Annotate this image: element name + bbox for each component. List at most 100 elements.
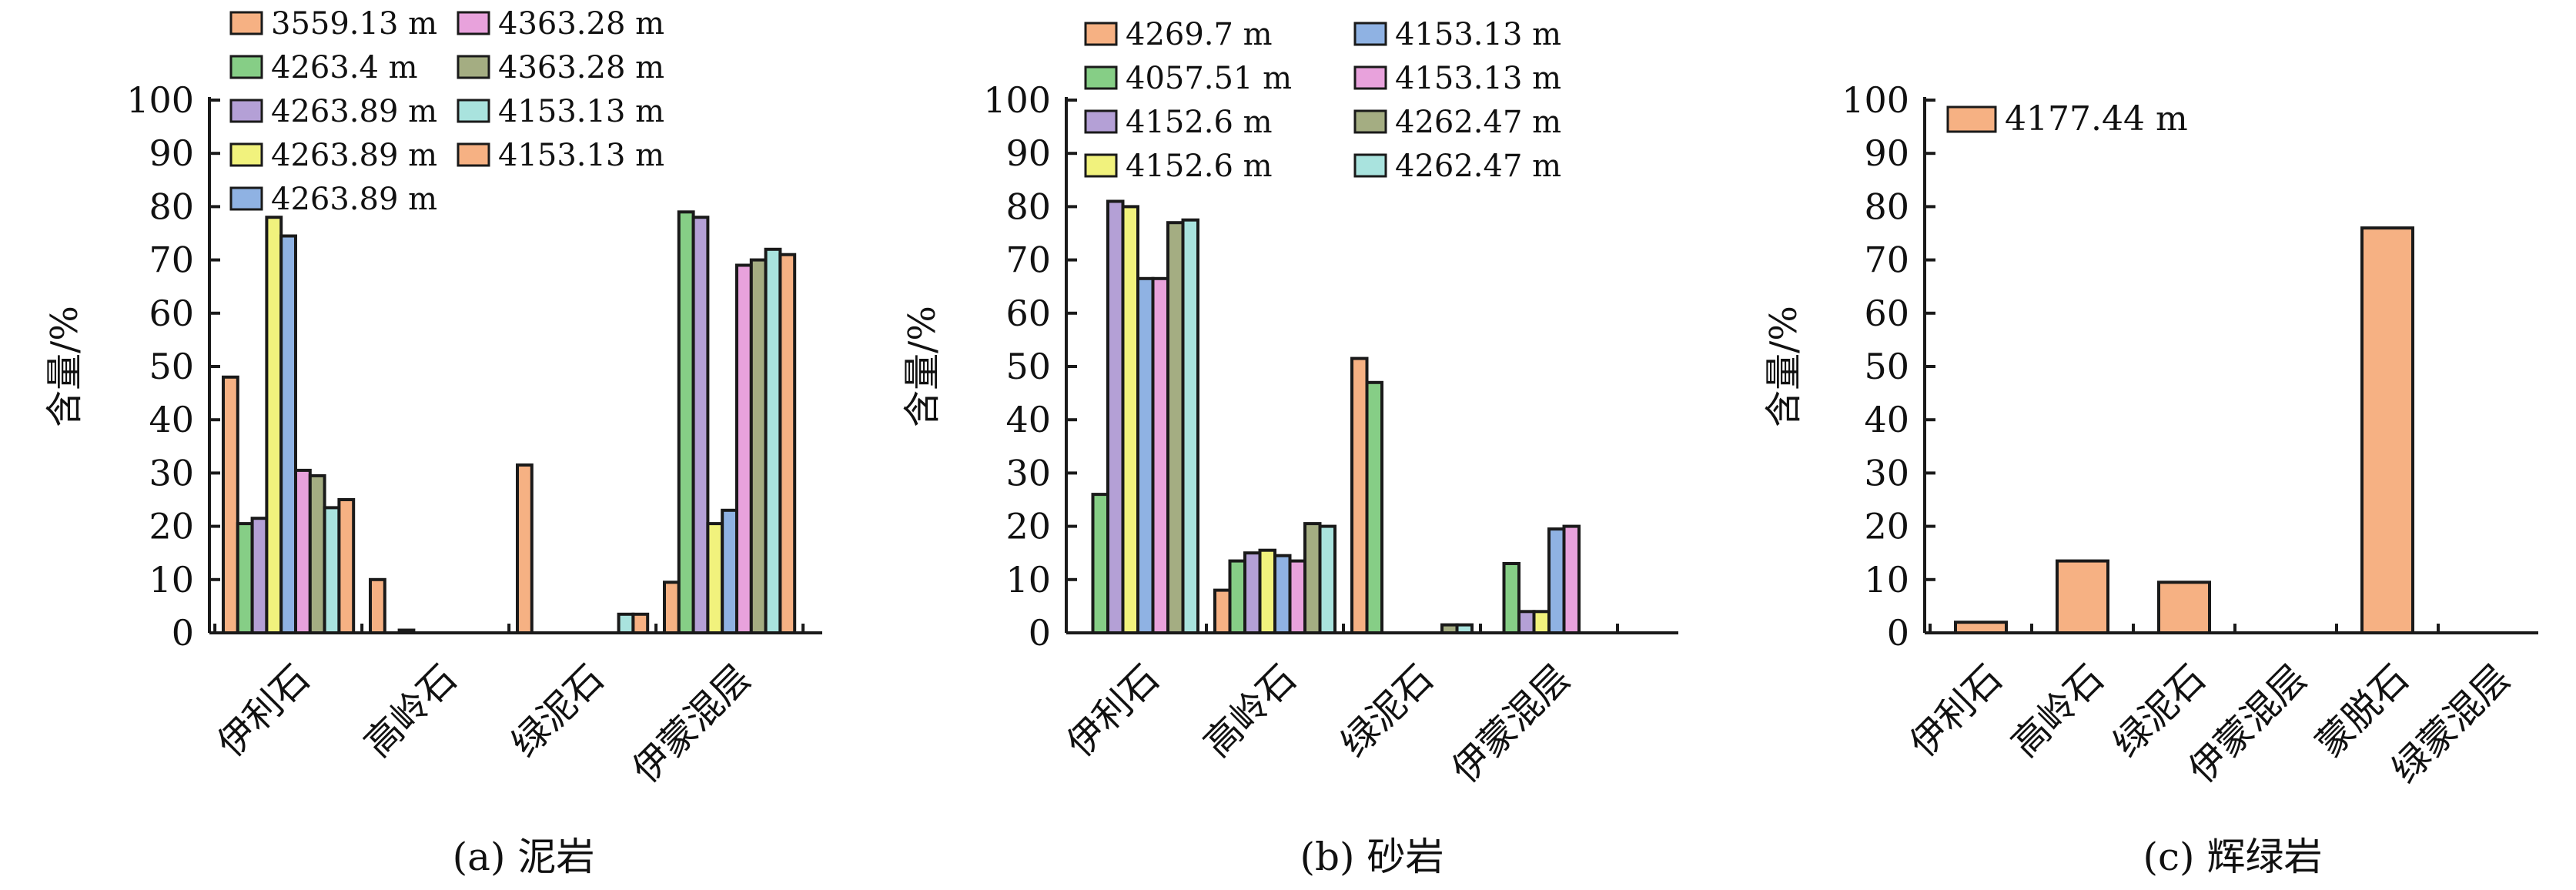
- legend-label: 4152.6 m: [1126, 105, 1273, 140]
- bar: [2360, 226, 2414, 635]
- y-tick-label: 90: [149, 132, 194, 174]
- y-tick-label: 80: [1005, 186, 1051, 227]
- y-axis-label: 含量/%: [1762, 306, 1805, 427]
- y-tick-label: 60: [149, 293, 194, 334]
- legend-swatch: [229, 142, 263, 167]
- bar: [1166, 221, 1185, 634]
- bar: [1243, 551, 1262, 635]
- legend-label: 4153.13 m: [1395, 61, 1561, 96]
- bar: [1121, 205, 1139, 634]
- x-tick-label: 高岭石: [2003, 657, 2112, 765]
- bar: [631, 612, 650, 634]
- y-tick-label: 0: [1887, 612, 1909, 654]
- chart-caption: (a) 泥岩: [453, 835, 595, 879]
- bar: [1365, 380, 1383, 634]
- legend-swatch: [457, 55, 490, 79]
- x-tick-label: 伊蒙混层: [624, 657, 759, 791]
- legend-swatch: [229, 99, 263, 123]
- y-tick-label: 80: [149, 186, 194, 227]
- y-tick-label: 50: [1864, 346, 1909, 387]
- bar: [2056, 559, 2109, 634]
- legend-swatch: [1946, 105, 1997, 133]
- bar: [1181, 218, 1199, 634]
- bar: [1258, 548, 1276, 635]
- legend-swatch: [1353, 153, 1387, 178]
- legend-swatch: [1353, 22, 1387, 46]
- y-tick-label: 60: [1864, 293, 1909, 334]
- legend-swatch: [229, 11, 263, 35]
- bar: [721, 508, 739, 634]
- bar: [1228, 559, 1246, 634]
- legend-label: 4262.47 m: [1395, 105, 1561, 140]
- legend-label: 4153.13 m: [1395, 17, 1561, 52]
- y-tick-label: 40: [1005, 399, 1051, 440]
- legend-label: 4263.89 m: [271, 182, 437, 217]
- bar: [2157, 581, 2211, 634]
- y-tick-label: 0: [1029, 612, 1051, 654]
- bar: [617, 612, 635, 634]
- bar: [1562, 524, 1581, 634]
- bar: [1213, 588, 1232, 634]
- bar: [1136, 276, 1155, 634]
- legend: 3559.13 m 4263.4 m 4263.89 m 4263.89 m 4263.…: [229, 6, 664, 217]
- legend-label: 4363.28 m: [498, 6, 664, 42]
- y-tick-label: 20: [1864, 506, 1909, 547]
- legend-label: 4263.4 m: [271, 50, 418, 85]
- legend-swatch: [1353, 65, 1387, 90]
- x-tick-label: 高岭石: [356, 657, 465, 765]
- y-axis-label: 含量/%: [43, 306, 86, 427]
- bar: [778, 253, 797, 634]
- legend-swatch: [1084, 65, 1118, 90]
- x-tick-label: 伊利石: [1902, 657, 2010, 765]
- x-tick-label: 伊利石: [1059, 657, 1167, 765]
- y-tick-label: 30: [1864, 452, 1909, 494]
- legend-label: 4269.7 m: [1126, 17, 1273, 52]
- bar: [265, 216, 283, 634]
- x-tick-label: 绿泥石: [503, 657, 612, 765]
- legend-label: 3559.13 m: [271, 6, 437, 42]
- y-axis-label: 含量/%: [901, 306, 944, 427]
- bar: [706, 522, 724, 634]
- bar: [1532, 610, 1551, 634]
- bar: [1502, 562, 1521, 634]
- legend-label: 4153.13 m: [498, 138, 664, 173]
- y-tick-label: 40: [149, 399, 194, 440]
- y-tick-label: 30: [1005, 452, 1051, 494]
- bar: [1517, 610, 1536, 634]
- legend-swatch: [457, 142, 490, 167]
- x-tick-label: 伊蒙混层: [1444, 657, 1578, 791]
- y-tick-label: 70: [1005, 239, 1051, 281]
- bar: [1288, 559, 1306, 634]
- bar: [677, 210, 695, 634]
- legend-swatch: [229, 186, 263, 211]
- legend-swatch: [1084, 109, 1118, 134]
- legend-swatch: [229, 55, 263, 79]
- y-tick-label: 100: [126, 79, 194, 121]
- legend: 4177.44 m: [1946, 99, 2188, 139]
- y-tick-label: 10: [1864, 559, 1909, 601]
- bar: [1303, 522, 1322, 634]
- y-tick-label: 60: [1005, 293, 1051, 334]
- bar: [369, 577, 386, 634]
- y-tick-label: 90: [1005, 132, 1051, 174]
- bar: [1318, 524, 1337, 634]
- bar: [294, 468, 312, 635]
- y-tick-label: 50: [1005, 346, 1051, 387]
- bar: [691, 216, 710, 634]
- y-tick-label: 0: [172, 612, 194, 654]
- x-tick-label: 绿泥石: [1333, 657, 1441, 765]
- x-tick-label: 伊利石: [209, 657, 318, 765]
- legend-swatch: [1353, 109, 1387, 134]
- chart-caption: (c) 辉绿岩: [2143, 835, 2323, 879]
- legend-label: 4263.89 m: [271, 138, 437, 173]
- legend-swatch: [1084, 22, 1118, 46]
- y-tick-label: 70: [149, 239, 194, 281]
- y-tick-label: 10: [1005, 559, 1051, 601]
- legend-label: 4363.28 m: [498, 50, 664, 85]
- bar: [1350, 356, 1369, 634]
- bar: [279, 234, 298, 634]
- y-tick-label: 20: [149, 506, 194, 547]
- y-tick-label: 10: [149, 559, 194, 601]
- bar: [1547, 527, 1566, 634]
